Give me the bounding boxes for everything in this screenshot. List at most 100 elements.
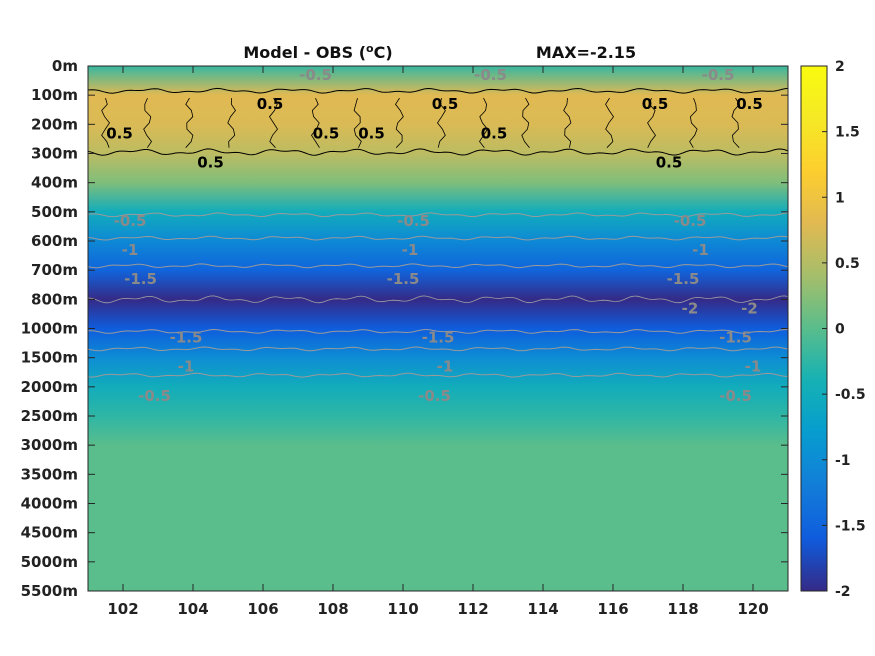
contour-labels: -0.5 -0.5 -0.50.5 0.5 0.5 0.50.5 0.5 0.5 0.50.5 0… (106, 66, 763, 405)
contour-label: -1 (745, 358, 762, 376)
contour-label: -1.5 (667, 270, 700, 288)
contour-label: -0.5 (114, 212, 147, 230)
contour-label: -0.5 (138, 387, 171, 405)
chart-title-unit: C) (374, 43, 393, 62)
contour-label: 0.5 (197, 154, 224, 172)
x-tick-label: 120 (737, 600, 768, 618)
y-tick-label: 3000m (21, 436, 78, 454)
contour-label: 0.5 (257, 95, 284, 113)
contour-line (101, 97, 110, 148)
y-tick-label: 4000m (21, 495, 78, 513)
max-label: MAX=-2.15 (536, 43, 636, 62)
contour-line (87, 295, 789, 304)
contour-line (395, 97, 404, 148)
contour-label: -2 (682, 299, 699, 317)
contour-label: 0.5 (358, 124, 385, 142)
y-tick-label: 5500m (21, 582, 78, 600)
y-tick-label: 400m (31, 174, 78, 192)
contour-label: -0.5 (299, 66, 332, 84)
contour-label: -1 (692, 241, 709, 259)
contour-line (87, 212, 789, 218)
y-tick-label: 700m (31, 261, 78, 279)
y-tick-label: 2000m (21, 378, 78, 396)
y-tick-label: 3500m (21, 465, 78, 483)
colorbar-tick-label: 2 (835, 59, 845, 75)
colorbar-tick-label: 1 (835, 190, 845, 206)
colorbar-tick-label: 0 (835, 322, 845, 338)
x-tick-label: 112 (457, 600, 488, 618)
contour-label: -1.5 (422, 329, 455, 347)
colorbar-tick-label: -2 (835, 584, 851, 600)
heatmap-field (88, 66, 788, 591)
colorbar-ticks: 2 1.5 1 0.5 0 -0.5 -1 -1.5 -2 (822, 59, 866, 600)
y-tick-label: 100m (31, 86, 78, 104)
contour-label: -0.5 (474, 66, 507, 84)
contour-line (87, 372, 789, 378)
colorbar-tick-label: 0.5 (835, 256, 860, 272)
y-tick-label: 800m (31, 290, 78, 308)
x-tick-label: 102 (107, 600, 138, 618)
contour-label: 0.5 (656, 154, 683, 172)
contour-label: 0.5 (106, 124, 133, 142)
colorbar-tick-label: -1.5 (835, 518, 866, 534)
contour-line (563, 98, 572, 148)
contour-line (353, 97, 362, 148)
y-tick-label: 0m (52, 57, 78, 75)
contour-line (269, 97, 278, 148)
x-tick-label: 108 (317, 600, 348, 618)
y-tick-label: 500m (31, 203, 78, 221)
y-tick-label: 1000m (21, 320, 78, 338)
contour-line (87, 148, 789, 156)
plot-area: -0.5 -0.5 -0.50.5 0.5 0.5 0.50.5 0.5 0.5 0.50.5 0… (87, 65, 789, 592)
contour-line (689, 97, 698, 148)
contour-label: 0.5 (432, 95, 459, 113)
contour-label: -0.5 (719, 387, 752, 405)
contour-line (87, 263, 789, 269)
colorbar: 2 1.5 1 0.5 0 -0.5 -1 -1.5 -2 (800, 59, 866, 600)
contour-label: -2 (741, 299, 758, 317)
contour-label: -1 (122, 241, 139, 259)
colorbar-tick-label: -1 (835, 453, 851, 469)
contour-label: -1 (178, 358, 195, 376)
y-tick-label: 600m (31, 232, 78, 250)
contour-label: -1.5 (124, 270, 157, 288)
contour-line (88, 328, 788, 334)
contour-label: -0.5 (418, 387, 451, 405)
contour-line (227, 98, 236, 148)
x-axis: 102 104 106 108 110 112 114 116 118 120 (107, 66, 769, 618)
colorbar-tick-label: 1.5 (835, 125, 860, 141)
x-tick-label: 114 (527, 600, 558, 618)
contour-line (605, 97, 614, 148)
x-tick-label: 110 (387, 600, 418, 618)
chart-title: Model - OBS (oC) (243, 42, 392, 62)
contour-label: -0.5 (397, 212, 430, 230)
x-tick-label: 116 (597, 600, 628, 618)
contour-line (185, 97, 194, 148)
contour-line (87, 346, 789, 352)
colorbar-tick-label: -0.5 (835, 387, 866, 403)
contour-label: -0.5 (674, 212, 707, 230)
contour-label: 0.5 (313, 124, 340, 142)
x-tick-label: 118 (667, 600, 698, 618)
x-tick-label: 106 (247, 600, 278, 618)
y-tick-label: 4500m (21, 524, 78, 542)
contour-line (521, 97, 530, 148)
contour-line (437, 98, 446, 148)
contour-line (143, 97, 152, 148)
contour-label: -1 (437, 358, 454, 376)
contour-line (479, 97, 488, 148)
contour-line (647, 97, 656, 148)
contour-label: 0.5 (642, 95, 669, 113)
contour-label: -1 (402, 241, 419, 259)
y-tick-label: 300m (31, 145, 78, 163)
chart-title-text: Model - OBS ( (243, 43, 366, 62)
contour-label: -1.5 (387, 270, 420, 288)
y-tick-label: 1500m (21, 349, 78, 367)
contour-label: -0.5 (702, 66, 735, 84)
contour-line (731, 97, 740, 148)
y-tick-label: 5000m (21, 553, 78, 571)
contour-label: 0.5 (481, 124, 508, 142)
x-tick-label: 104 (177, 600, 208, 618)
contour-lines (87, 87, 789, 378)
